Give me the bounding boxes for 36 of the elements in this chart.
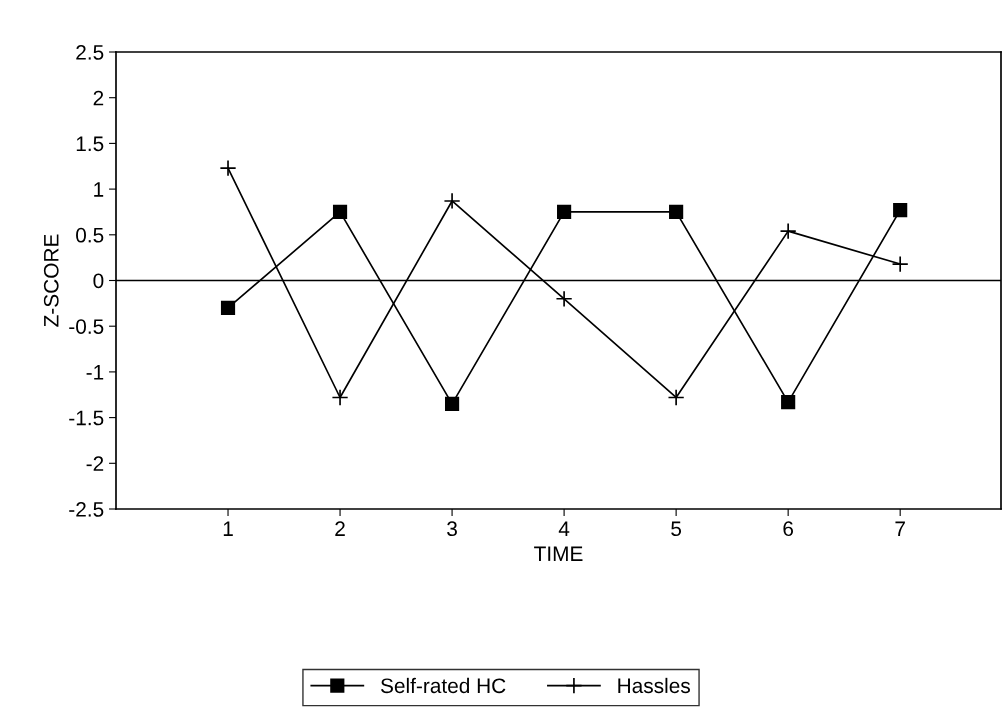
x-tick-label: 2 [335, 521, 345, 536]
y-tick-label: -1.5 [69, 410, 104, 426]
point [893, 203, 908, 218]
point [669, 204, 684, 220]
y-tick-label: -0.5 [69, 319, 104, 334]
point [219, 159, 237, 177]
point [667, 389, 685, 406]
x-tick-label: 1 [223, 521, 233, 536]
point [555, 290, 573, 308]
legend-label: Self-rated HC [380, 677, 506, 694]
y-axis-title: Z-SCORE [43, 234, 59, 327]
y-tick-label: 0.5 [76, 227, 104, 243]
x-tick-label: 7 [895, 521, 905, 536]
x-tick-label: 3 [447, 521, 457, 537]
y-tick-label: 2 [93, 90, 104, 106]
point [557, 204, 572, 220]
y-tick-label: 1 [94, 182, 104, 197]
y-tick-label: 1.5 [76, 136, 104, 152]
x-tick-label: 6 [783, 521, 794, 537]
y-tick-label: -1 [86, 365, 104, 380]
y-tick-label: -2 [86, 456, 104, 471]
point [781, 394, 796, 410]
y-tick-label: -2.5 [69, 502, 104, 517]
point [332, 204, 348, 220]
point [220, 300, 236, 316]
y-tick-label: 2.5 [76, 45, 104, 60]
point [331, 389, 349, 406]
point [443, 192, 461, 210]
x-axis-title: TIME [534, 546, 583, 561]
point [891, 255, 909, 273]
legend-label: Hassles [618, 677, 690, 694]
y-tick-label: 0 [93, 273, 104, 289]
point [444, 396, 460, 411]
point [779, 222, 797, 240]
x-tick-label: 4 [558, 521, 570, 536]
x-tick-label: 5 [671, 521, 682, 537]
